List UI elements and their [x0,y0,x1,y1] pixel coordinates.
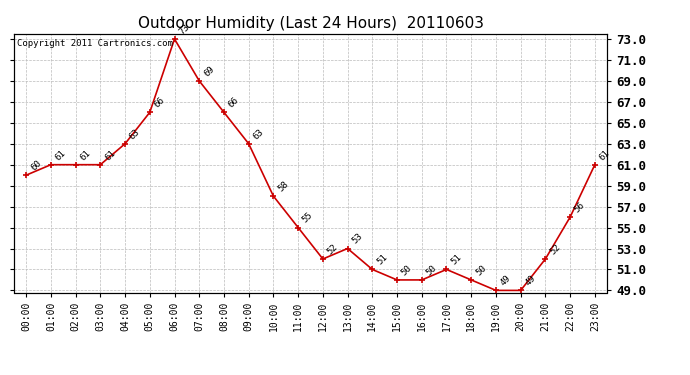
Text: 50: 50 [474,263,488,277]
Text: 61: 61 [598,148,611,162]
Text: 52: 52 [548,242,562,256]
Text: 69: 69 [202,64,216,78]
Text: 52: 52 [326,242,339,256]
Text: 51: 51 [375,253,389,267]
Text: 56: 56 [573,200,587,214]
Title: Outdoor Humidity (Last 24 Hours)  20110603: Outdoor Humidity (Last 24 Hours) 2011060… [137,16,484,31]
Text: 53: 53 [351,232,364,246]
Text: 49: 49 [499,274,513,288]
Text: 66: 66 [152,96,166,109]
Text: 61: 61 [103,148,117,162]
Text: 60: 60 [29,158,43,172]
Text: 63: 63 [251,127,266,141]
Text: 73: 73 [177,22,191,36]
Text: 63: 63 [128,127,142,141]
Text: 61: 61 [54,148,68,162]
Text: 49: 49 [524,274,538,288]
Text: Copyright 2011 Cartronics.com: Copyright 2011 Cartronics.com [17,39,172,48]
Text: 61: 61 [79,148,92,162]
Text: 55: 55 [301,211,315,225]
Text: 66: 66 [227,96,241,109]
Text: 50: 50 [400,263,414,277]
Text: 50: 50 [424,263,439,277]
Text: 51: 51 [449,253,463,267]
Text: 58: 58 [276,179,290,194]
